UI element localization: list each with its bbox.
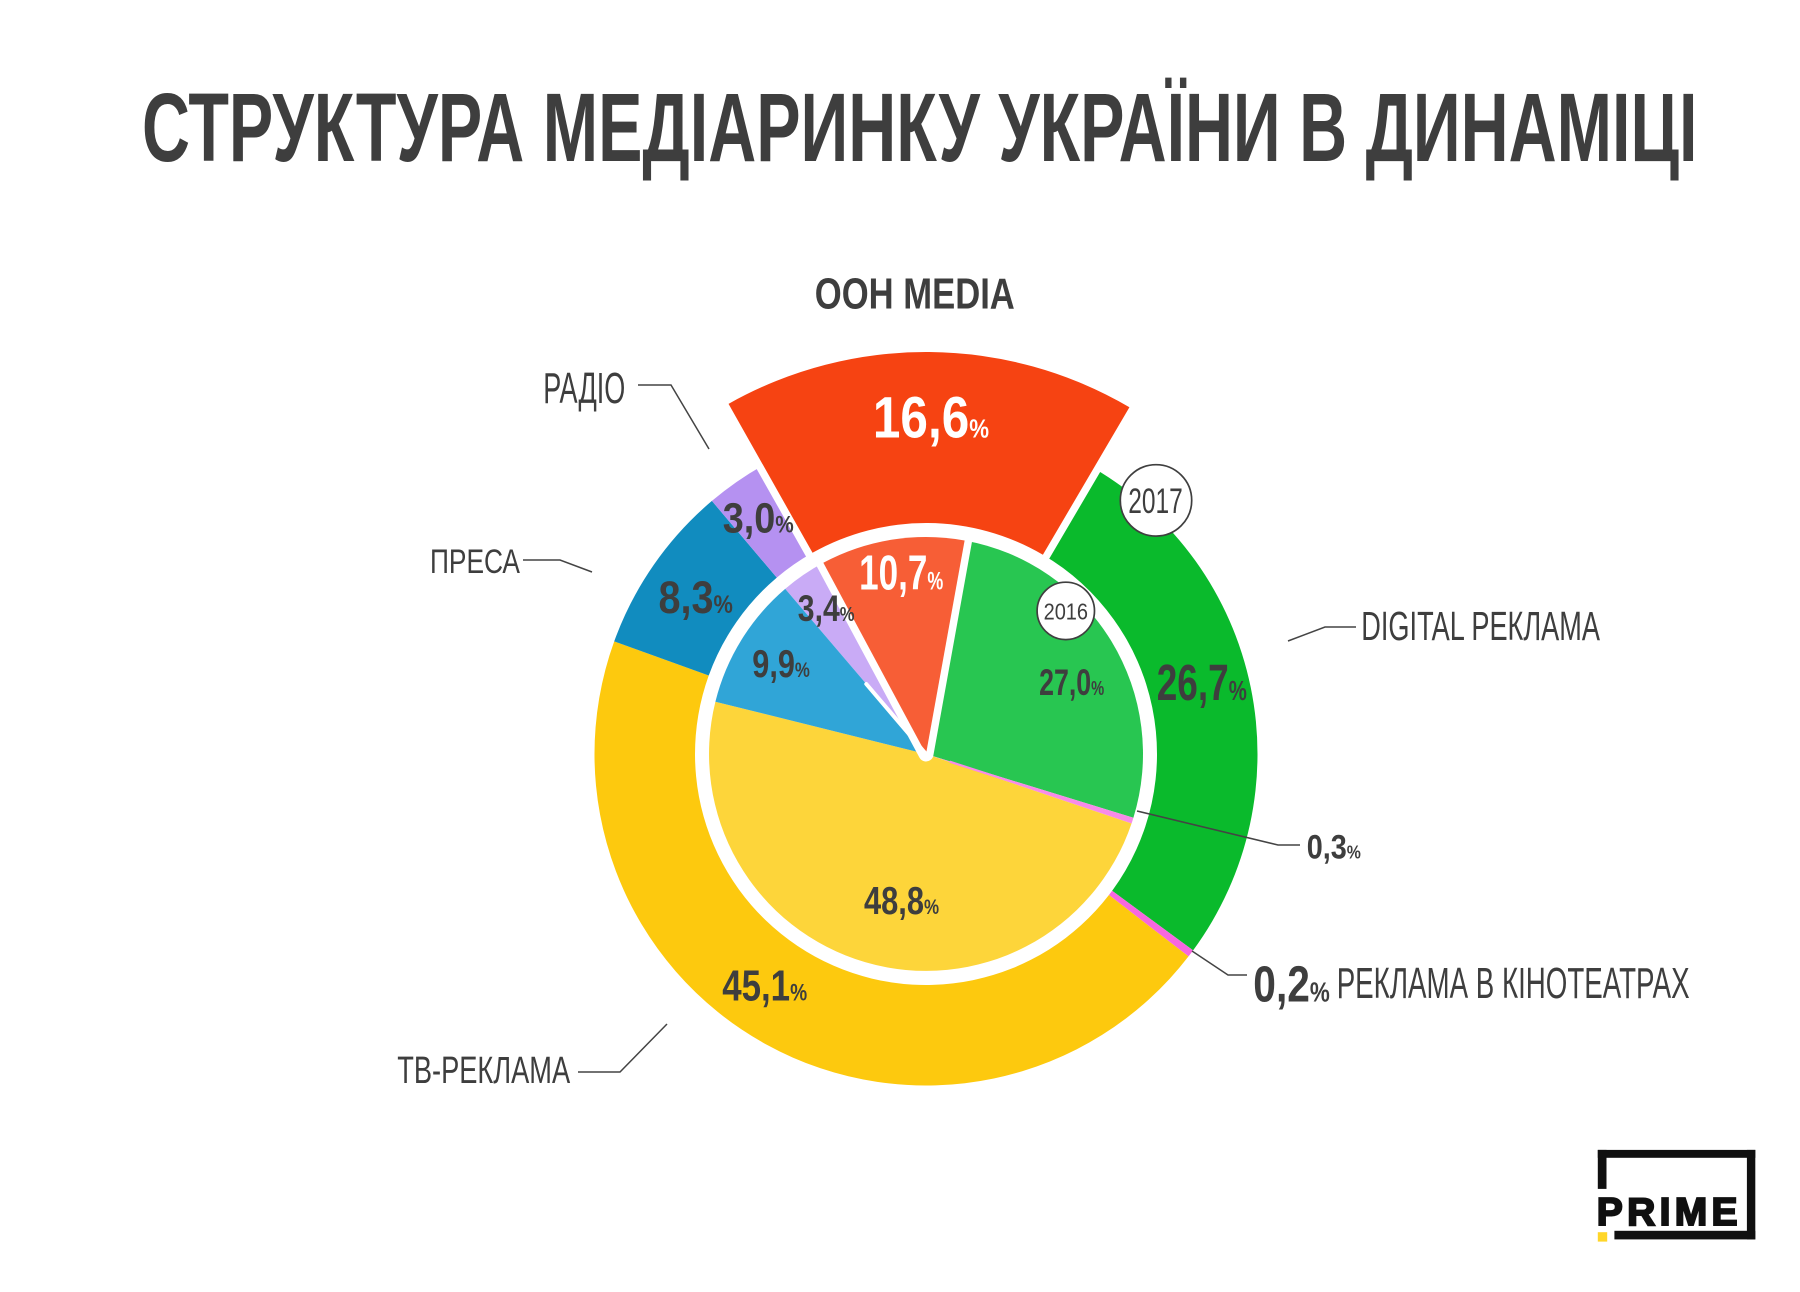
svg-text:0,3%: 0,3% [1307,828,1361,866]
svg-text:PRIME: PRIME [1597,1191,1742,1234]
svg-text:0,2%: 0,2% [1253,955,1330,1012]
svg-text:2017: 2017 [1128,483,1183,521]
svg-text:РЕКЛАМА В КІНОТЕАТРАХ: РЕКЛАМА В КІНОТЕАТРАХ [1337,959,1690,1008]
svg-text:ПРЕСА: ПРЕСА [430,543,521,581]
svg-text:2016: 2016 [1044,598,1088,625]
svg-text:DIGITAL РЕКЛАМА: DIGITAL РЕКЛАМА [1361,605,1600,650]
svg-text:ТВ-РЕКЛАМА: ТВ-РЕКЛАМА [397,1050,570,1093]
svg-text:OOH MEDIA: OOH MEDIA [815,270,1015,319]
svg-text:РАДІО: РАДІО [543,363,625,412]
